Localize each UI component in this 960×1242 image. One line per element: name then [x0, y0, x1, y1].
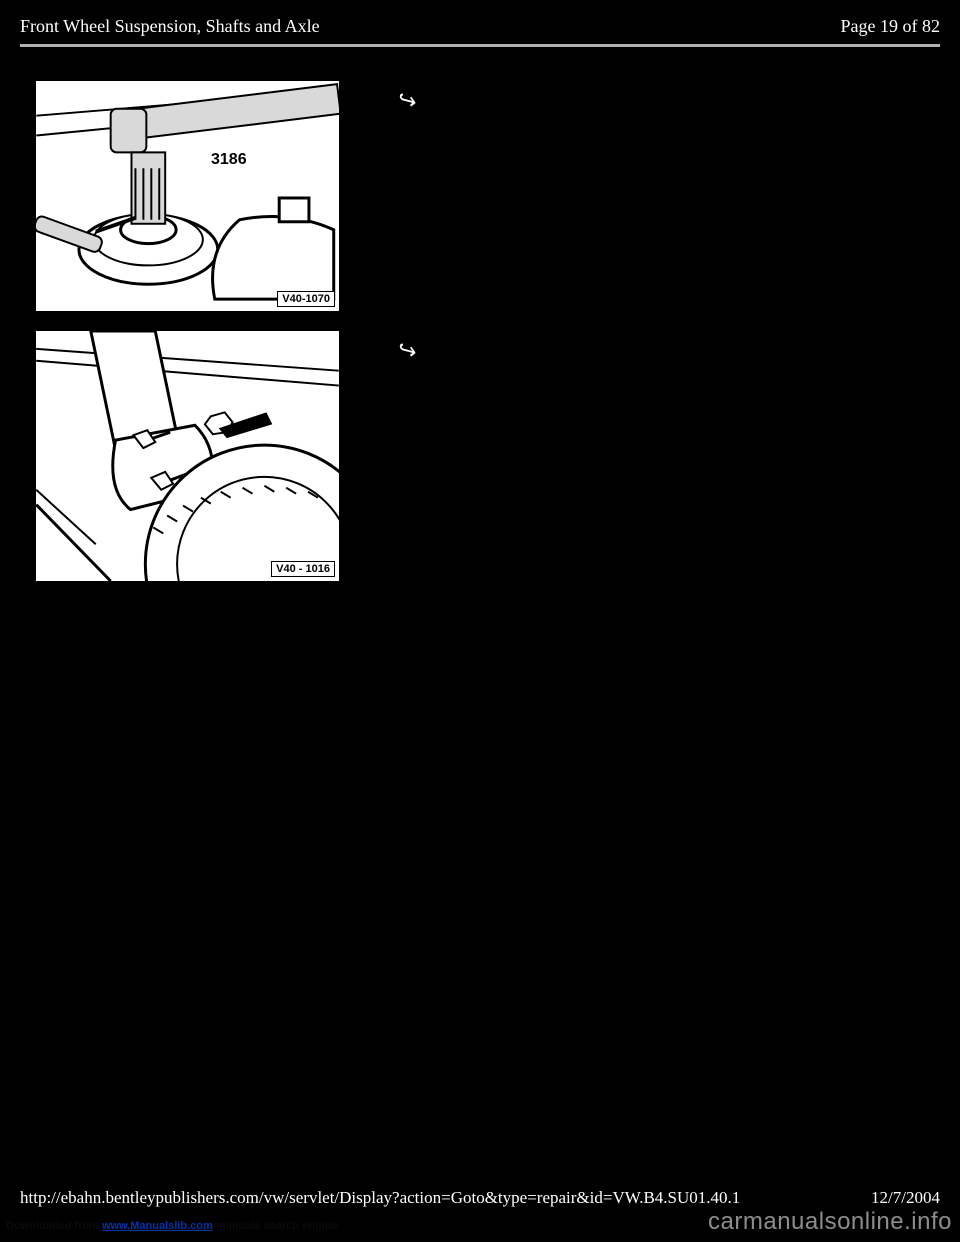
arrow-icon: ↩ — [397, 86, 422, 116]
header-page: Page 19 of 82 — [841, 16, 940, 37]
watermark: carmanualsonline.info — [708, 1208, 952, 1236]
illustration-2: V40 - 1016 — [35, 330, 340, 582]
instruction-row: V40 - 1016 ↩ — [0, 330, 960, 582]
tool-label-3186: 3186 — [211, 151, 247, 169]
instruction-row: 3186 V40-1070 ↩ — [0, 80, 960, 312]
footer: http://ebahn.bentleypublishers.com/vw/se… — [20, 1188, 940, 1208]
download-attribution: Downloaded from www.Manualslib.com manua… — [6, 1220, 338, 1232]
header: Front Wheel Suspension, Shafts and Axle … — [20, 16, 940, 37]
download-prefix: Downloaded from — [6, 1220, 102, 1232]
illustration-column: V40 - 1016 — [0, 330, 340, 582]
content: 3186 V40-1070 ↩ — [0, 80, 960, 600]
download-suffix: manuals search engine — [213, 1220, 338, 1232]
illustration-1-svg — [36, 81, 339, 311]
download-link[interactable]: www.Manualslib.com — [102, 1220, 213, 1232]
illustration-column: 3186 V40-1070 — [0, 80, 340, 312]
arrow-icon: ↩ — [397, 336, 422, 366]
illustration-2-svg — [36, 331, 339, 581]
illustration-1: 3186 V40-1070 — [35, 80, 340, 312]
illustration-1-tag: V40-1070 — [277, 291, 335, 307]
instruction-text-col: ↩ — [340, 80, 418, 114]
illustration-2-tag: V40 - 1016 — [271, 561, 335, 577]
header-title: Front Wheel Suspension, Shafts and Axle — [20, 16, 320, 37]
footer-date: 12/7/2004 — [871, 1188, 940, 1208]
footer-url: http://ebahn.bentleypublishers.com/vw/se… — [20, 1188, 740, 1208]
page-root: Front Wheel Suspension, Shafts and Axle … — [0, 0, 960, 1242]
instruction-text-col: ↩ — [340, 330, 418, 364]
header-divider — [20, 44, 940, 47]
